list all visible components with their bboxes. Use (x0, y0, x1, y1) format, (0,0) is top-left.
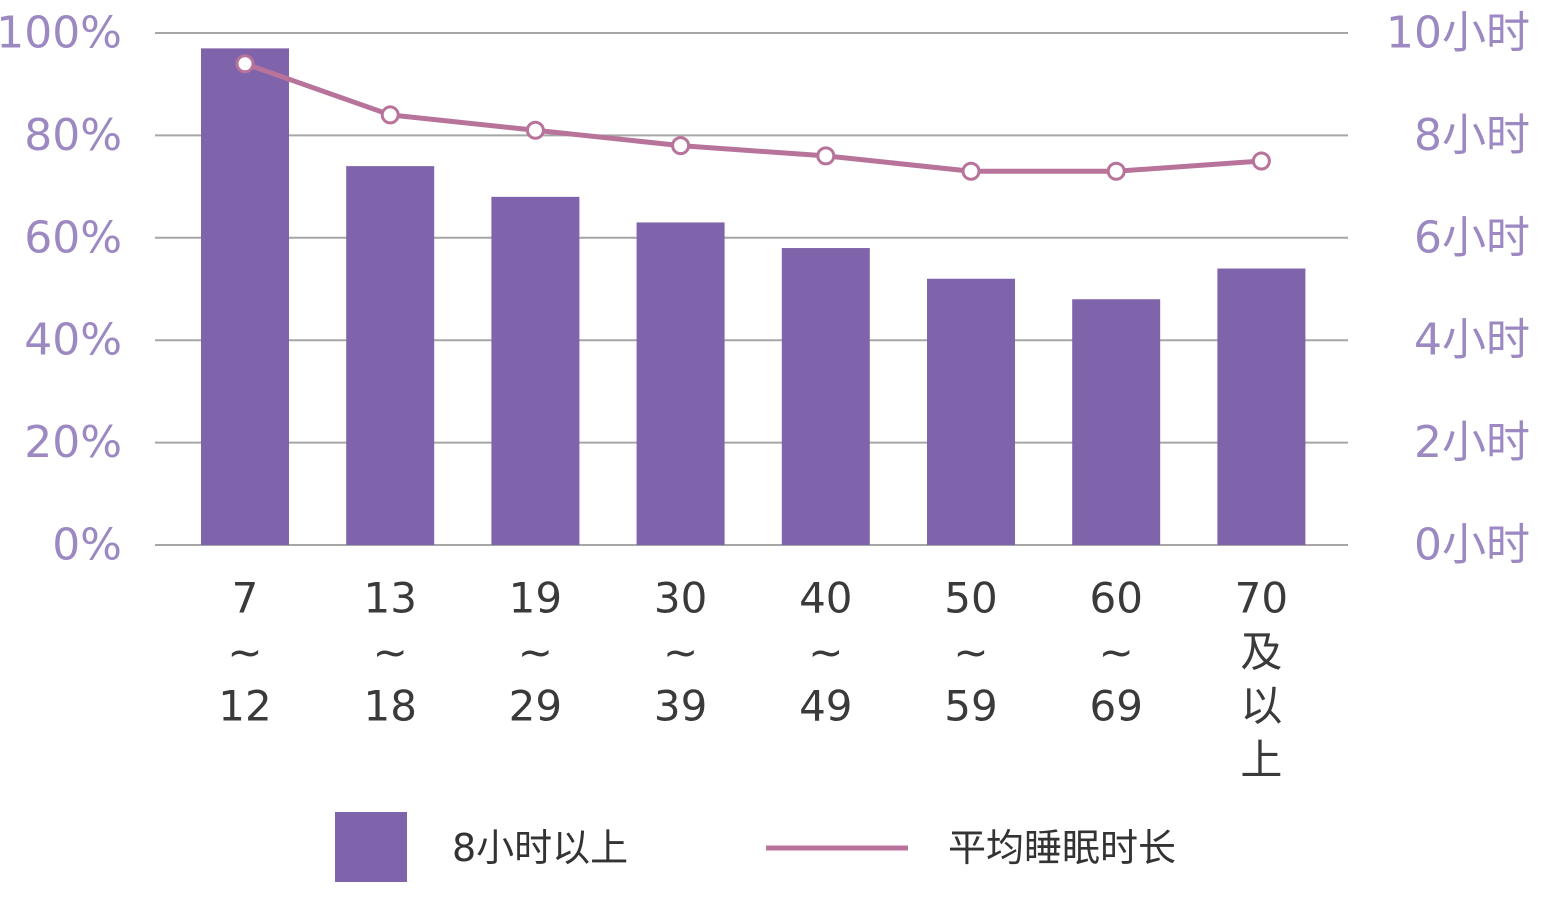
category-label: 上 (1240, 736, 1282, 785)
category-label: 50 (944, 574, 997, 623)
bar (927, 278, 1015, 545)
category-label: ~ (227, 628, 262, 677)
bar (1072, 299, 1161, 545)
bar (781, 248, 870, 546)
line-point (816, 146, 836, 166)
category-label: 29 (509, 682, 562, 731)
line-point (235, 54, 255, 74)
legend: 8小时以上 平均睡眠时长 (335, 812, 1176, 882)
left-axis-tick-label: 20% (24, 417, 122, 468)
left-axis-tick-label: 60% (24, 212, 122, 263)
category-label: ~ (808, 628, 843, 677)
line-point (961, 161, 981, 181)
category-label: 39 (654, 682, 707, 731)
right-axis-tick-label: 4小时 (1414, 315, 1530, 366)
legend-label-bar: 8小时以上 (452, 826, 628, 870)
bar (1217, 268, 1306, 545)
left-axis-tick-label: 80% (24, 110, 122, 161)
series-line (244, 61, 1262, 174)
left-axis-tick-label: 40% (24, 315, 122, 366)
category-label: 60 (1089, 574, 1142, 623)
line-point (1251, 151, 1271, 171)
legend-bar-swatch (335, 812, 407, 882)
left-axis-tick-label: 100% (0, 8, 122, 59)
category-label: 49 (799, 682, 852, 731)
x-axis-categories: 7 ~12 13 ~18 19 ~29 30 ~39 40 ~49 50 ~59 60 ~69 70 及以上 (218, 574, 1288, 785)
category-label: 69 (1089, 682, 1142, 731)
right-axis-tick-label: 0小时 (1414, 520, 1530, 571)
category-label: ~ (373, 628, 408, 677)
legend-label-line: 平均睡眠时长 (948, 826, 1176, 870)
line-point (525, 120, 545, 140)
category-label: ~ (1099, 628, 1134, 677)
left-axis-tick-label: 0% (52, 520, 122, 571)
right-axis-tick-label: 6小时 (1414, 212, 1530, 263)
left-y-axis: 0% 20% 40% 60% 80% 100% (0, 8, 122, 571)
bar (491, 196, 580, 545)
category-label: 7 (232, 574, 259, 623)
right-axis-tick-label: 8小时 (1414, 110, 1530, 161)
category-label: ~ (953, 628, 988, 677)
category-label: 及 (1240, 628, 1282, 677)
right-y-axis: 0小时 2小时 4小时 6小时 8小时 10小时 (1386, 8, 1530, 571)
line-point (1106, 161, 1126, 181)
bar (346, 166, 435, 545)
bar (201, 48, 289, 546)
category-label: 19 (509, 574, 562, 623)
category-label: 70 (1235, 574, 1288, 623)
category-label: 13 (363, 574, 416, 623)
category-label: 40 (799, 574, 852, 623)
right-axis-tick-label: 10小时 (1386, 8, 1530, 59)
category-label: 以 (1240, 682, 1282, 731)
category-label: 12 (218, 682, 271, 731)
bar (636, 222, 725, 545)
category-label: 18 (363, 682, 416, 731)
line-point (380, 105, 400, 125)
line-series (235, 54, 1271, 181)
line-point (671, 136, 691, 156)
category-label: ~ (663, 628, 698, 677)
category-label: ~ (518, 628, 553, 677)
category-label: 30 (654, 574, 707, 623)
bar-series (201, 48, 1306, 546)
right-axis-tick-label: 2小时 (1414, 417, 1530, 468)
grid-lines (155, 32, 1348, 546)
category-label: 59 (944, 682, 997, 731)
